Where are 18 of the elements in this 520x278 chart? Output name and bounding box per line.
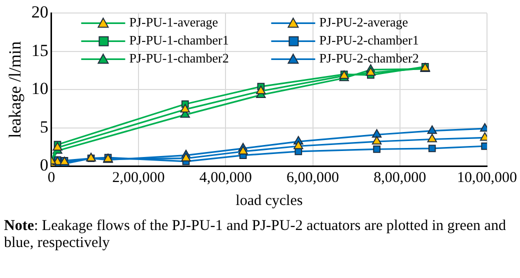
y-tick-label: 15 <box>31 40 48 60</box>
text: Note: Leakage flows of the PJ-PU-1 and PJ-PU-2 actuators are plotted in green and blue, respectively <box>4 218 507 252</box>
legend-label: PJ-PU-2-chamber2 <box>319 50 419 66</box>
x-tick-label: 6,00,000 <box>286 170 340 186</box>
y-tick-label: 10 <box>31 79 48 98</box>
x-tick-label: 10,00,000 <box>457 170 517 186</box>
x-axis-title: load cycles <box>236 192 303 209</box>
legend-label: PJ-PU-2-chamber1 <box>319 32 419 48</box>
legend-label: PJ-PU-2-average <box>319 14 408 30</box>
y-axis-title: leakage /l/min <box>6 40 25 138</box>
legend-label: PJ-PU-1-chamber2 <box>129 50 229 66</box>
y-tick-label: 20 <box>31 2 48 22</box>
y-tick-label: 5 <box>40 117 48 136</box>
x-tick-label: 8,00,000 <box>374 170 426 186</box>
x-tick-label: 4,00,000 <box>199 170 252 186</box>
x-tick-label: 2,00,000 <box>112 170 165 186</box>
legend-label: PJ-PU-1-average <box>129 14 218 30</box>
legend-label: PJ-PU-1-chamber1 <box>129 32 229 48</box>
